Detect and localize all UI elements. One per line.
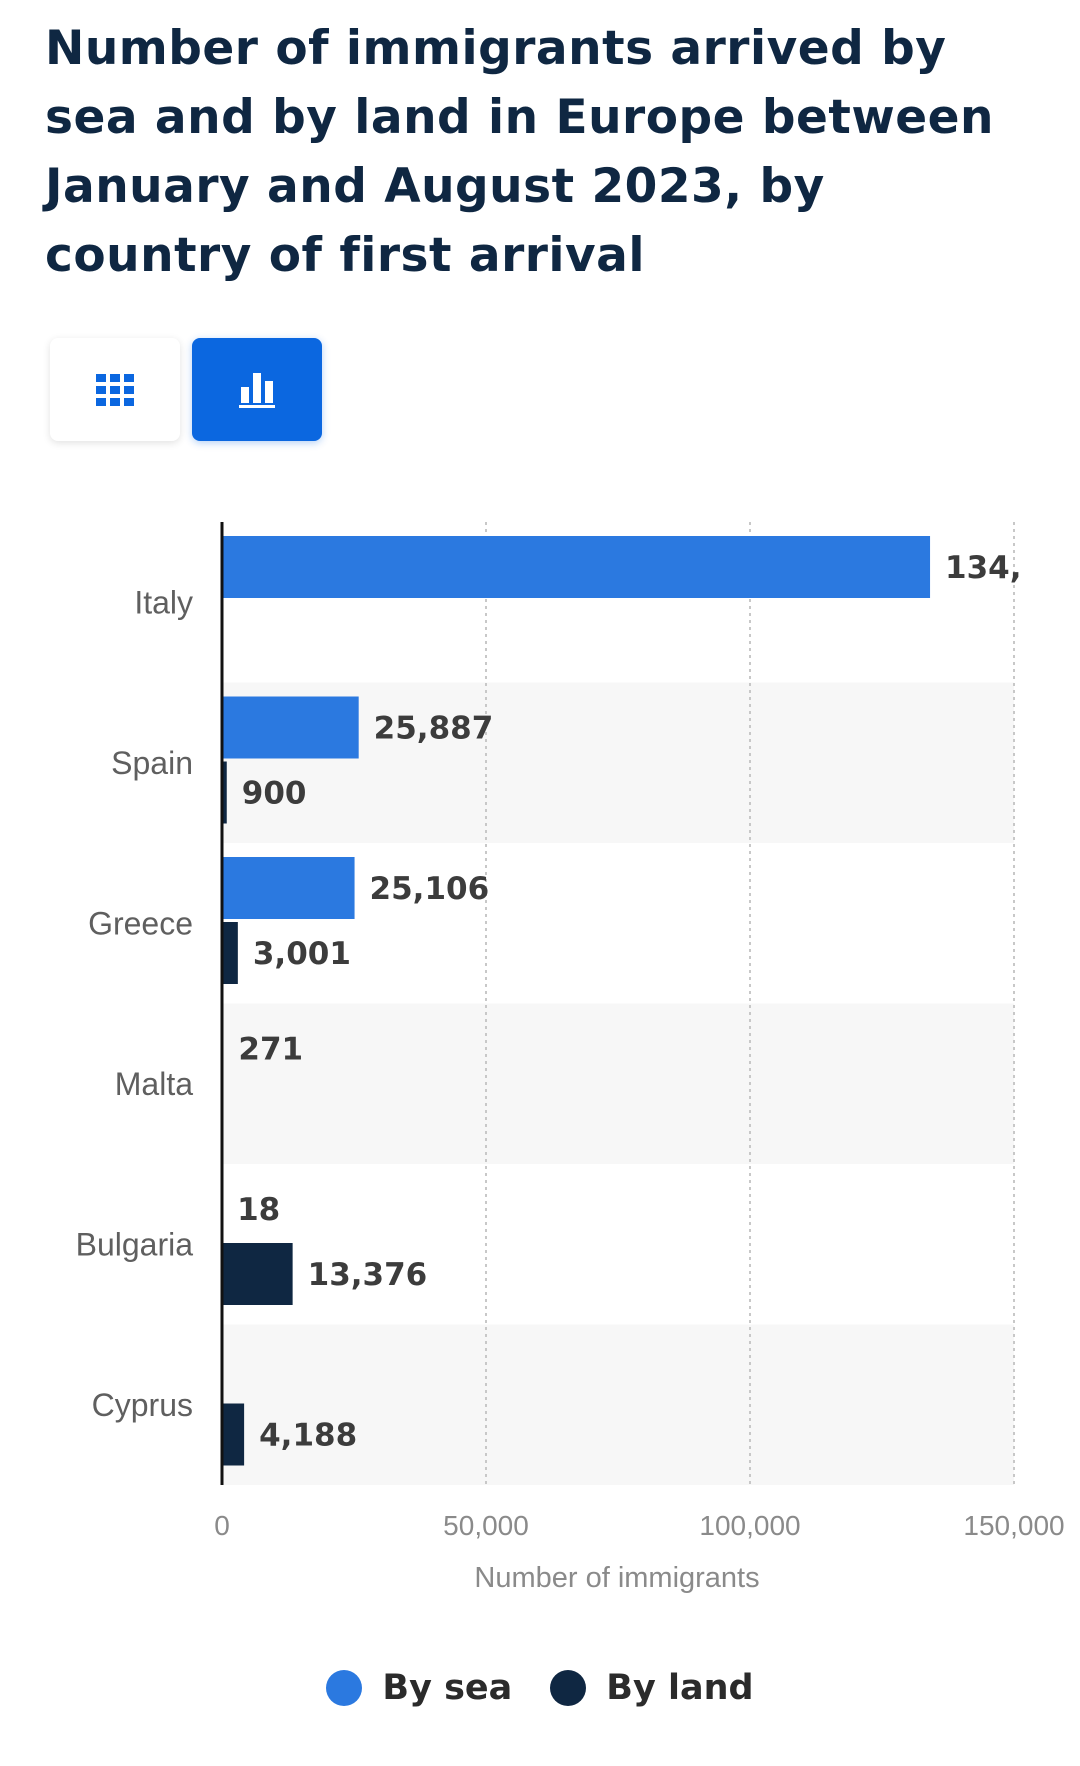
- legend-item-by-land[interactable]: By land: [550, 1668, 754, 1708]
- bar-chart-icon: [239, 372, 275, 408]
- value-label-greece-by-sea: 25,106: [370, 871, 490, 907]
- legend: By sea By land: [0, 1668, 1080, 1708]
- value-label-bulgaria-by-sea: 18: [237, 1192, 280, 1228]
- bar-greece-by-sea[interactable]: [222, 857, 355, 919]
- band-cyprus: [222, 1324, 1014, 1485]
- x-axis-ticks: 0 50,000 100,000 150,000: [214, 1510, 1064, 1541]
- category-label-italy: Italy: [134, 584, 193, 620]
- bar-chart: Italy Spain Greece Malta Bulgaria Cyprus 134,…: [76, 522, 1065, 1594]
- legend-label-by-land: By land: [606, 1668, 754, 1708]
- x-tick-label: 0: [214, 1510, 230, 1541]
- legend-swatch-by-sea: [326, 1670, 363, 1706]
- category-label-cyprus: Cyprus: [92, 1387, 193, 1423]
- value-label-cyprus-by-land: 4,188: [259, 1418, 357, 1454]
- x-tick-label: 150,000: [963, 1510, 1064, 1541]
- chart-title: Number of immigrants arrived by sea and …: [45, 21, 995, 283]
- value-label-italy-by-sea: 134,1: [945, 550, 1043, 586]
- category-label-spain: Spain: [111, 745, 193, 781]
- x-tick-label: 100,000: [699, 1510, 800, 1541]
- category-labels: Italy Spain Greece Malta Bulgaria Cyprus: [76, 584, 194, 1423]
- bar-bulgaria-by-land[interactable]: [222, 1243, 293, 1305]
- category-label-malta: Malta: [115, 1066, 193, 1102]
- table-grid-icon: [96, 373, 134, 406]
- view-toggle: [50, 338, 322, 441]
- value-label-spain-by-sea: 25,887: [374, 711, 494, 747]
- bar-italy-by-sea[interactable]: [222, 536, 931, 598]
- value-label-bulgaria-by-land: 13,376: [308, 1257, 428, 1293]
- value-label-greece-by-land: 3,001: [253, 936, 351, 972]
- band-malta: [222, 1003, 1014, 1164]
- category-bands: [222, 682, 1014, 1485]
- bar-cyprus-by-land[interactable]: [222, 1403, 245, 1466]
- value-label-spain-by-land: 900: [242, 776, 307, 812]
- bar-spain-by-land[interactable]: [222, 761, 227, 824]
- bar-spain-by-sea[interactable]: [222, 696, 359, 759]
- chart-view-button[interactable]: [192, 338, 322, 441]
- bars: [222, 536, 931, 1466]
- value-labels: 134,1 25,887 900 25,106 3,001 271 18 13,376 4,18…: [237, 550, 1043, 1454]
- legend-label-by-sea: By sea: [382, 1668, 513, 1708]
- legend-swatch-by-land: [550, 1670, 587, 1706]
- value-label-malta-by-sea: 271: [238, 1032, 303, 1068]
- x-tick-label: 50,000: [443, 1510, 529, 1541]
- bar-greece-by-land[interactable]: [222, 922, 238, 984]
- category-label-bulgaria: Bulgaria: [76, 1226, 194, 1262]
- category-label-greece: Greece: [88, 905, 193, 941]
- legend-item-by-sea[interactable]: By sea: [326, 1668, 512, 1708]
- table-view-button[interactable]: [50, 338, 180, 441]
- x-axis-label: Number of immigrants: [474, 1562, 759, 1594]
